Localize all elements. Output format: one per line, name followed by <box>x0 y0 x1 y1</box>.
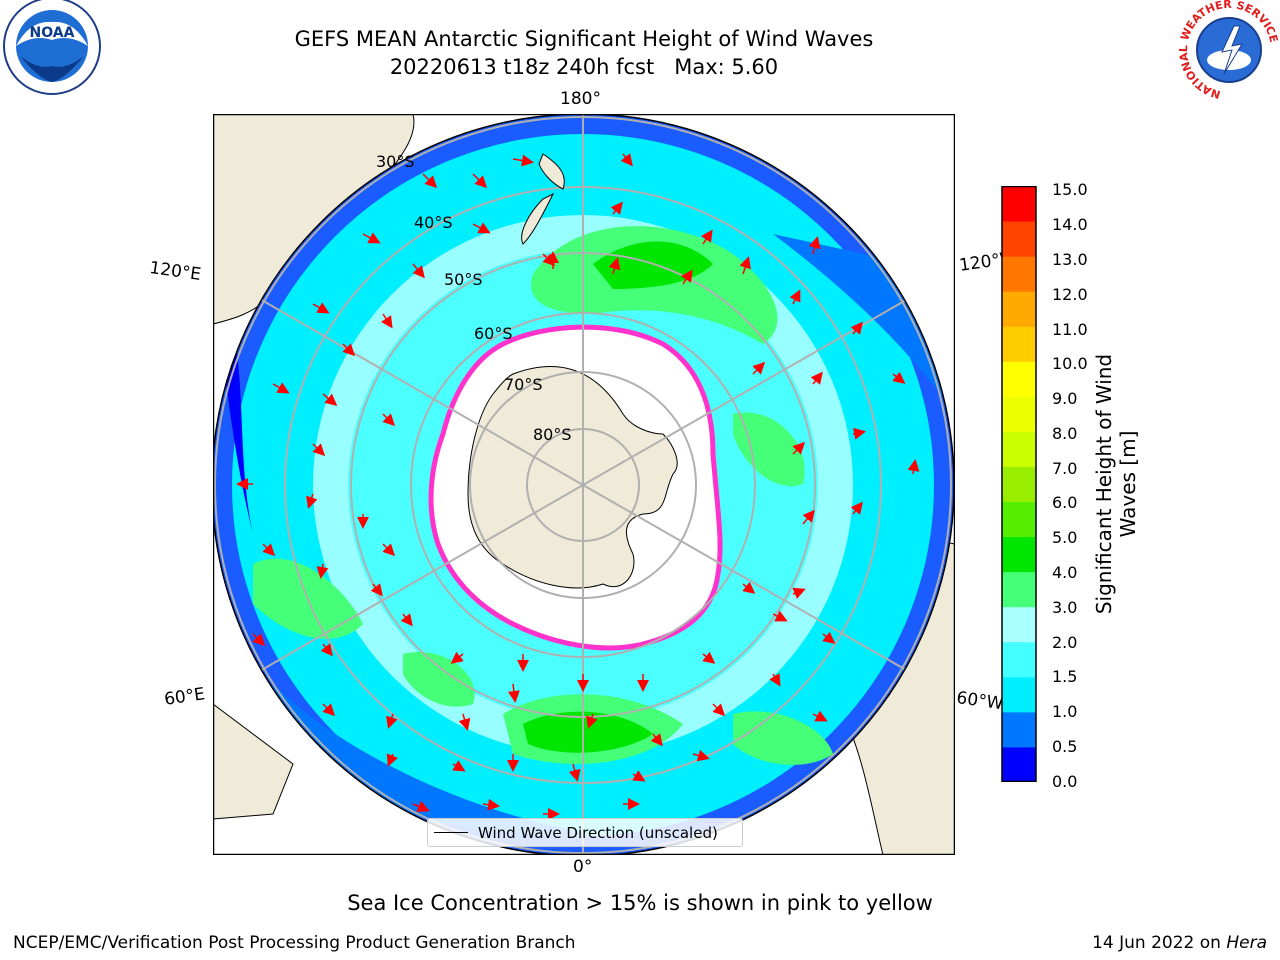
colorbar-segment <box>1002 711 1036 748</box>
colorbar-tick: 6.0 <box>1052 493 1078 512</box>
wind-wave-arrows <box>236 153 920 820</box>
colorbar-segment <box>1002 256 1036 292</box>
lon-label-60w: 60°W <box>955 688 1005 715</box>
africa-land <box>213 703 294 820</box>
colorbar-tick: 11.0 <box>1052 320 1088 339</box>
colorbar-segment <box>1002 186 1036 222</box>
colorbar-segment <box>1002 536 1036 573</box>
nws-logo: NATIONAL WEATHER SERVICE <box>1177 0 1280 101</box>
footer-host: Hera <box>1226 933 1267 953</box>
svg-text:NOAA: NOAA <box>30 25 75 41</box>
legend-label: Wind Wave Direction (unscaled) <box>478 823 718 842</box>
lat-label-80s: 80°S <box>533 425 572 444</box>
chart-title: GEFS MEAN Antarctic Significant Height o… <box>294 27 874 51</box>
colorbar-segment <box>1002 641 1036 678</box>
colorbar-tick: 8.0 <box>1052 424 1078 443</box>
colorbar-segment <box>1002 326 1036 362</box>
colorbar-tick: 1.5 <box>1052 667 1078 686</box>
colorbar-tick: 0.0 <box>1052 772 1078 791</box>
colorbar-tick: 10.0 <box>1052 354 1088 373</box>
colorbar-tick: 0.5 <box>1052 737 1078 756</box>
colorbar <box>1001 186 1037 782</box>
colorbar-tick: 14.0 <box>1052 215 1088 234</box>
lon-label-180: 180° <box>560 89 601 109</box>
colorbar-title-line2: Waves [m] <box>1116 430 1140 538</box>
noaa-logo: NOAA <box>0 0 104 100</box>
footer-credit: NCEP/EMC/Verification Post Processing Pr… <box>13 933 576 953</box>
antarctica-land <box>467 366 678 589</box>
colorbar-tick: 1.0 <box>1052 702 1078 721</box>
colorbar-title-line1: Significant Height of Wind <box>1092 353 1116 615</box>
colorbar-border <box>1001 186 1037 782</box>
lat-label-70s: 70°S <box>504 375 543 394</box>
colorbar-tick: 5.0 <box>1052 528 1078 547</box>
colorbar-segment <box>1002 291 1036 327</box>
colorbar-tick: 9.0 <box>1052 389 1078 408</box>
map-legend: Wind Wave Direction (unscaled) <box>427 818 743 847</box>
sea-ice-note: Sea Ice Concentration > 15% is shown in … <box>347 891 933 915</box>
legend-line-sample <box>434 832 468 833</box>
colorbar-segment <box>1002 431 1036 467</box>
colorbar-segment <box>1002 361 1036 397</box>
colorbar-segment <box>1002 501 1036 538</box>
lat-label-50s: 50°S <box>444 270 483 289</box>
lon-label-0: 0° <box>573 857 593 877</box>
colorbar-segment <box>1002 571 1036 608</box>
new-zealand-land <box>521 153 565 245</box>
colorbar-tick: 7.0 <box>1052 459 1078 478</box>
colorbar-tick: 12.0 <box>1052 285 1088 304</box>
lat-label-40s: 40°S <box>414 213 453 232</box>
colorbar-tick: 3.0 <box>1052 598 1078 617</box>
colorbar-tick: 2.0 <box>1052 633 1078 652</box>
footer-date: 14 Jun 2022 on Hera <box>1092 933 1267 953</box>
footer-date-text: 14 Jun 2022 on <box>1092 933 1221 953</box>
polar-map <box>213 114 955 855</box>
chart-subtitle: 20220613 t18z 240h fcst Max: 5.60 <box>389 55 779 79</box>
colorbar-segment <box>1002 676 1036 713</box>
lon-label-120e: 120°E <box>148 258 203 286</box>
colorbar-segment <box>1002 396 1036 432</box>
lat-label-60s: 60°S <box>474 324 513 343</box>
colorbar-tick: 4.0 <box>1052 563 1078 582</box>
colorbar-segment <box>1002 466 1036 503</box>
colorbar-segment <box>1002 221 1036 257</box>
lon-label-60e: 60°E <box>163 684 207 710</box>
colorbar-tick: 13.0 <box>1052 250 1088 269</box>
colorbar-segment <box>1002 606 1036 643</box>
colorbar-segment <box>1002 746 1036 782</box>
colorbar-tick: 15.0 <box>1052 180 1088 199</box>
lat-label-30s: 30°S <box>376 152 415 171</box>
